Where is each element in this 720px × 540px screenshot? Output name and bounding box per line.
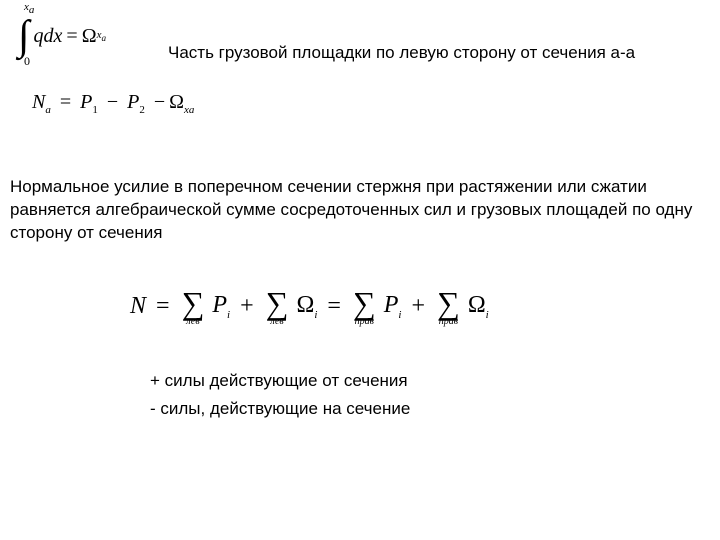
big-eq2: =	[327, 293, 341, 320]
plus1: +	[240, 293, 254, 320]
omega-sub2: a	[101, 33, 106, 43]
omega-sub-i1: i	[314, 309, 317, 321]
plus2: +	[411, 293, 425, 320]
sigma-sub-lev2: лев	[270, 317, 283, 327]
sigma-sub-prav2: прав	[439, 317, 458, 327]
omega2-sub: xa	[184, 104, 194, 116]
sigma-sub-lev1: лев	[186, 317, 199, 327]
omega-sub-i2: i	[486, 309, 489, 321]
sigma-icon: ∑	[353, 287, 376, 319]
sum-equation: N = ∑ лев Pi + ∑ лев Ωi = ∑ прав Pi + ∑ …	[130, 287, 720, 327]
note-plus: + силы действующие от сечения	[150, 371, 720, 391]
big-eq1: =	[156, 293, 170, 320]
omega-term1: Ω	[296, 292, 314, 318]
int-upper-limit-sub: a	[29, 4, 35, 16]
sigma-icon: ∑	[182, 287, 205, 319]
sigma-icon: ∑	[266, 287, 289, 319]
n-var: N	[32, 91, 45, 113]
big-n: N	[130, 293, 146, 320]
note-minus: - силы, действующие на сечение	[150, 399, 720, 419]
integral-equation: xa ∫ 0 qdx = Ωxa	[18, 15, 138, 57]
p-sub1: i	[227, 309, 230, 321]
n-equation: Na = P1 − P2 −Ωxa	[32, 91, 720, 116]
p-term1: P	[212, 292, 227, 318]
caption-text: Часть грузовой площадки по левую сторону…	[168, 43, 635, 63]
omega2: Ω	[169, 91, 184, 113]
int-lower-limit: 0	[24, 54, 30, 69]
equals-sign: =	[66, 25, 77, 48]
integrand-dx: dx	[44, 25, 63, 48]
sigma-icon: ∑	[437, 287, 460, 319]
integrand-q: q	[34, 25, 44, 48]
p2-sub: 2	[139, 104, 145, 116]
minus1: −	[107, 91, 118, 113]
minus2: −	[154, 91, 165, 113]
n-sub: a	[45, 104, 51, 116]
integral-sign-icon: ∫	[18, 13, 30, 59]
p1-sub: 1	[92, 104, 98, 116]
p-sub2: i	[398, 309, 401, 321]
omega-symbol: Ω	[82, 25, 97, 47]
p2-var: P	[127, 91, 139, 113]
notes-block: + силы действующие от сечения - силы, де…	[150, 371, 720, 419]
eq-sign: =	[60, 91, 71, 113]
omega-term2: Ω	[468, 292, 486, 318]
top-row: xa ∫ 0 qdx = Ωxa Часть грузовой площадки…	[0, 0, 720, 63]
sigma-sub-prav1: прав	[355, 317, 374, 327]
body-paragraph: Нормальное усилие в поперечном сечении с…	[10, 176, 710, 245]
p1-var: P	[80, 91, 92, 113]
p-term2: P	[384, 292, 399, 318]
